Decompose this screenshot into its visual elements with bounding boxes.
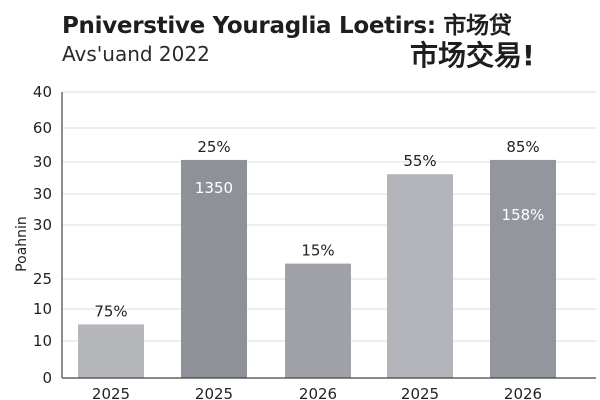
y-tick-label: 10 (33, 332, 52, 350)
chart-subtitle-right: 市场交易! (410, 39, 535, 72)
chart-title: Pniverstive Youraglia Loetirs: 市场贷 (62, 13, 512, 39)
x-tick-label: 2026 (504, 385, 542, 400)
y-tick-label: 40 (33, 83, 52, 101)
y-tick-label: 10 (33, 300, 52, 318)
bar-top-label: 25% (197, 138, 230, 156)
bar (181, 159, 247, 378)
x-tick-label: 2025 (92, 385, 130, 400)
y-tick-label: 25 (33, 270, 52, 288)
bar-top-label: 85% (506, 138, 539, 156)
chart-subtitle: Avs'uand 2022 (62, 42, 210, 66)
y-tick-label: 30 (33, 216, 52, 234)
x-tick-label: 2025 (195, 385, 233, 400)
bar-inner-label: 158% (502, 206, 545, 224)
bar-top-label: 55% (403, 152, 436, 170)
bar (387, 174, 453, 378)
y-tick-label: 30 (33, 153, 52, 171)
x-tick-label: 2025 (401, 385, 439, 400)
bar (490, 159, 556, 378)
bar-inner-label: 1350 (195, 179, 233, 197)
bar-top-label: 15% (301, 242, 334, 260)
bar (285, 263, 351, 378)
y-tick-label: 60 (33, 119, 52, 137)
bar-top-label: 75% (94, 302, 127, 320)
x-tick-label: 2026 (299, 385, 337, 400)
bar (78, 324, 144, 378)
y-tick-label: 0 (42, 369, 52, 387)
y-tick-label: 30 (33, 185, 52, 203)
